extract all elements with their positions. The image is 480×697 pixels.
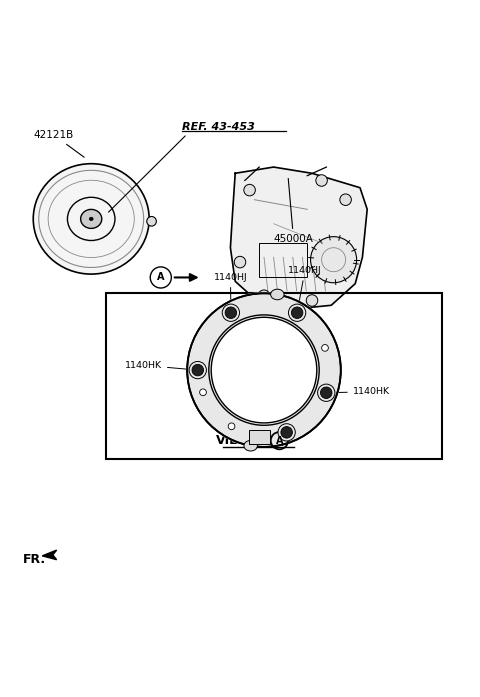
Polygon shape xyxy=(42,550,57,560)
Text: 1140HJ: 1140HJ xyxy=(288,266,322,310)
Circle shape xyxy=(316,175,327,186)
Circle shape xyxy=(258,290,270,302)
Text: REF. 43-453: REF. 43-453 xyxy=(182,122,255,132)
Text: A: A xyxy=(276,436,283,445)
Circle shape xyxy=(189,362,206,378)
Text: A: A xyxy=(157,273,165,282)
Circle shape xyxy=(222,304,240,321)
Text: 1140HK: 1140HK xyxy=(329,388,390,396)
Circle shape xyxy=(192,365,204,376)
Circle shape xyxy=(318,384,335,401)
Circle shape xyxy=(306,295,318,306)
Ellipse shape xyxy=(89,217,93,220)
Circle shape xyxy=(200,389,206,396)
Ellipse shape xyxy=(211,317,317,423)
Ellipse shape xyxy=(187,293,341,447)
Ellipse shape xyxy=(33,164,149,274)
Text: 1140HK: 1140HK xyxy=(125,361,195,370)
Circle shape xyxy=(322,344,328,351)
Circle shape xyxy=(147,217,156,226)
Circle shape xyxy=(278,424,295,441)
Circle shape xyxy=(244,184,255,196)
Circle shape xyxy=(225,307,237,319)
Circle shape xyxy=(281,427,292,438)
Circle shape xyxy=(234,256,246,268)
Ellipse shape xyxy=(81,209,102,229)
Text: 1140HJ: 1140HJ xyxy=(214,273,247,310)
Ellipse shape xyxy=(271,289,284,300)
Text: 45000A: 45000A xyxy=(274,178,313,244)
Bar xyxy=(259,243,307,277)
Bar xyxy=(249,430,270,444)
Text: 42121B: 42121B xyxy=(34,130,84,158)
Ellipse shape xyxy=(244,441,257,451)
Circle shape xyxy=(340,194,351,206)
Bar xyxy=(106,293,442,459)
Circle shape xyxy=(288,304,306,321)
Circle shape xyxy=(311,237,357,283)
Text: VIEW: VIEW xyxy=(216,434,252,447)
Circle shape xyxy=(228,423,235,429)
Circle shape xyxy=(291,307,303,319)
Ellipse shape xyxy=(186,292,342,448)
Polygon shape xyxy=(230,167,367,309)
Circle shape xyxy=(321,387,332,399)
Text: FR.: FR. xyxy=(23,553,46,566)
